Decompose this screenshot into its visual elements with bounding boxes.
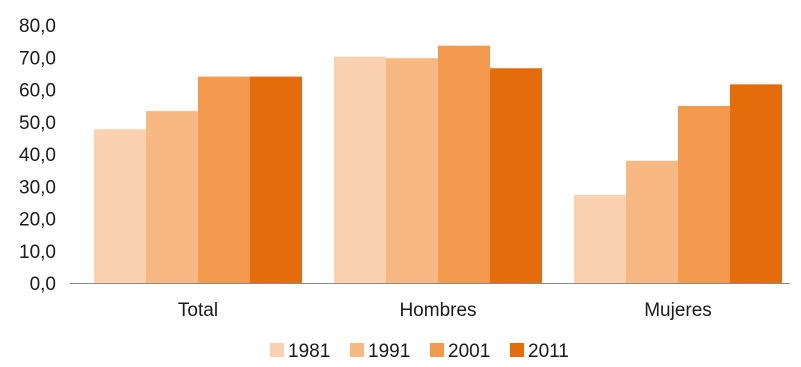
y-tick-label: 50,0 [19, 113, 56, 134]
y-tick-label: 70,0 [19, 48, 56, 69]
bar-total-2011 [250, 76, 302, 283]
category-labels: Total Hombres Mujeres [178, 300, 712, 321]
y-tick-label: 10,0 [19, 242, 56, 263]
bar-mujeres-2011 [730, 84, 782, 283]
legend-label: 1991 [368, 341, 410, 362]
legend-swatch [510, 343, 524, 357]
category-label: Total [178, 300, 218, 321]
y-tick-label: 80,0 [19, 16, 56, 37]
legend-swatch [430, 343, 444, 357]
legend-label: 2001 [448, 341, 490, 362]
y-axis-ticks: 0,0 10,0 20,0 30,0 40,0 50,0 60,0 70,0 80,0 [19, 16, 56, 295]
bar-total-2001 [198, 76, 250, 283]
bar-total-1991 [146, 111, 198, 283]
legend-label: 2011 [528, 341, 569, 362]
y-tick-label: 30,0 [19, 177, 56, 198]
bar-hombres-1981 [334, 56, 386, 284]
legend-label: 1981 [288, 341, 330, 362]
bar-hombres-1991 [386, 58, 438, 283]
bars [94, 45, 782, 284]
legend-swatch [270, 343, 284, 357]
bar-mujeres-1981 [574, 194, 626, 283]
legend: 1981 1991 2001 2011 [270, 341, 569, 362]
bar-hombres-2001 [438, 45, 490, 283]
bar-mujeres-1991 [626, 160, 678, 283]
category-label: Hombres [399, 300, 476, 321]
bar-mujeres-2001 [678, 105, 730, 283]
y-tick-label: 0,0 [30, 274, 56, 295]
bar-hombres-2011 [490, 68, 542, 283]
y-tick-label: 20,0 [19, 210, 56, 231]
bar-total-1981 [94, 129, 146, 283]
category-label: Mujeres [644, 300, 712, 321]
y-tick-label: 40,0 [19, 145, 56, 166]
y-tick-label: 60,0 [19, 81, 56, 102]
legend-swatch [350, 343, 364, 357]
